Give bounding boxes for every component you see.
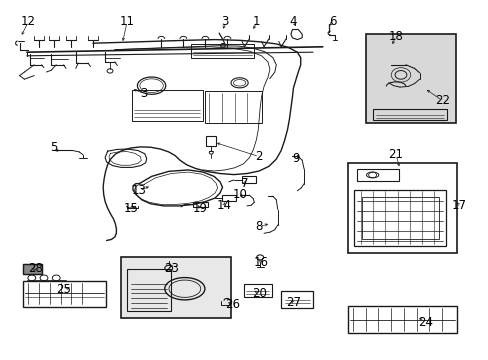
- Text: 4: 4: [289, 15, 297, 28]
- Bar: [205, 91, 261, 123]
- Bar: [23, 264, 42, 274]
- Text: 13: 13: [132, 184, 146, 197]
- Bar: [365, 34, 455, 123]
- Text: 17: 17: [451, 199, 466, 212]
- Text: 14: 14: [216, 199, 231, 212]
- Bar: [190, 44, 254, 58]
- Text: 11: 11: [120, 15, 134, 28]
- Bar: [356, 169, 398, 181]
- Bar: [361, 197, 438, 239]
- Bar: [132, 90, 203, 121]
- Text: 12: 12: [21, 15, 36, 28]
- Bar: [23, 281, 105, 307]
- Text: 19: 19: [193, 202, 207, 215]
- Bar: [353, 190, 445, 246]
- Bar: [347, 306, 456, 333]
- Bar: [127, 269, 171, 311]
- Text: 21: 21: [388, 148, 403, 161]
- Text: 28: 28: [28, 262, 42, 275]
- Text: 26: 26: [224, 298, 239, 311]
- Text: 20: 20: [251, 287, 266, 300]
- Text: 8: 8: [255, 220, 263, 233]
- Bar: [222, 195, 236, 201]
- Bar: [206, 136, 216, 146]
- Bar: [243, 284, 271, 297]
- Bar: [241, 176, 256, 183]
- Bar: [193, 202, 207, 207]
- Text: 9: 9: [291, 152, 299, 165]
- Bar: [347, 163, 456, 253]
- Text: 5: 5: [50, 141, 58, 154]
- Text: 6: 6: [328, 15, 336, 28]
- Text: 3: 3: [221, 15, 228, 28]
- Text: 27: 27: [285, 296, 300, 309]
- Text: 23: 23: [163, 262, 178, 275]
- Text: 24: 24: [417, 316, 432, 329]
- Bar: [281, 291, 312, 308]
- Bar: [23, 264, 42, 274]
- Text: 25: 25: [56, 283, 71, 296]
- Text: 10: 10: [232, 188, 246, 201]
- Text: 22: 22: [434, 94, 449, 107]
- Text: 15: 15: [123, 202, 138, 215]
- Text: 16: 16: [254, 256, 268, 269]
- Text: 1: 1: [252, 15, 260, 28]
- Text: 18: 18: [388, 30, 403, 42]
- Bar: [121, 257, 231, 318]
- Text: 7: 7: [240, 177, 248, 190]
- Text: 3: 3: [140, 87, 148, 100]
- Text: 2: 2: [255, 150, 263, 163]
- Bar: [372, 109, 446, 120]
